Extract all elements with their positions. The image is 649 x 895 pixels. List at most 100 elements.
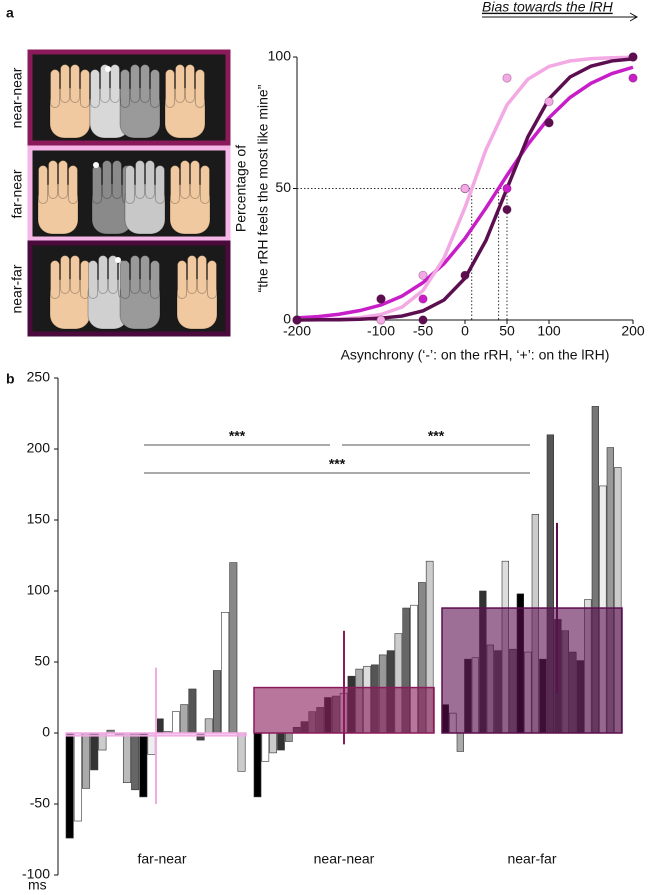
data-point: [418, 315, 428, 325]
x-tick-label: 200: [621, 323, 645, 339]
subject-bar: [65, 732, 74, 839]
hand-finger: [58, 160, 68, 199]
subject-bar: [188, 688, 197, 734]
y-tick-label: 250: [27, 369, 51, 385]
hand-finger: [92, 165, 102, 204]
annotation: Bias towards the lRH: [482, 0, 614, 15]
subject-bar: [237, 732, 246, 772]
hand-finger: [155, 165, 165, 204]
data-point: [628, 52, 638, 62]
y-tick-label: 50: [34, 653, 50, 669]
hand-finger: [50, 260, 60, 299]
hand-finger: [130, 255, 140, 294]
subject-bar: [456, 732, 464, 752]
hand-finger: [60, 255, 70, 294]
subject-bar: [172, 711, 181, 734]
hand-finger: [190, 160, 200, 199]
y-tick-label: 50: [275, 179, 291, 195]
y-unit: ms: [28, 877, 47, 893]
data-point: [628, 73, 638, 83]
hand-finger: [68, 165, 78, 204]
x-axis-label: Asynchrony (‘-’: on the rRH, ‘+’: on the…: [341, 347, 610, 363]
hand-finger: [185, 64, 195, 103]
significance-label: ***: [428, 428, 445, 444]
hand-finger: [70, 64, 80, 103]
y-tick-label: 0: [42, 724, 50, 740]
fixation-dot: [93, 162, 99, 168]
data-point: [544, 118, 554, 128]
hand-finger: [165, 69, 175, 108]
hand-palm: [169, 183, 211, 235]
category-label: near-near: [314, 851, 375, 867]
annotation-arrowhead: [629, 12, 639, 22]
hand-finger: [180, 160, 190, 199]
subject-bar: [180, 704, 189, 734]
hand-finger: [90, 69, 100, 108]
y-axis-label: “the rRH feels the most like mine”: [255, 84, 271, 292]
hand-finger: [187, 255, 197, 294]
data-point: [544, 97, 554, 107]
subject-bar: [277, 732, 285, 751]
hand-finger: [195, 69, 205, 108]
fixation-dot: [105, 66, 111, 72]
hand-finger: [175, 64, 185, 103]
hand-finger: [140, 64, 150, 103]
subject-bar: [82, 732, 91, 789]
hand-finger: [145, 160, 155, 199]
data-point: [418, 270, 428, 280]
data-point: [376, 315, 386, 325]
significance-label: ***: [229, 428, 246, 444]
x-tick-label: 100: [537, 323, 561, 339]
subject-bar: [221, 611, 230, 734]
data-point: [376, 294, 386, 304]
hand-finger: [177, 260, 187, 299]
category-label: far-near: [137, 851, 186, 867]
subject-bar: [122, 732, 131, 784]
hand-finger: [80, 69, 90, 108]
hand-finger: [60, 64, 70, 103]
subject-bar: [269, 732, 277, 754]
subject-bar: [229, 562, 238, 734]
subject-bar: [139, 732, 148, 798]
hand-finger: [135, 160, 145, 199]
y-tick-label: 100: [268, 48, 292, 64]
y-axis-label: Percentage of: [233, 145, 249, 232]
data-point: [502, 73, 512, 83]
x-tick-label: -50: [413, 323, 433, 339]
hand-finger: [110, 64, 120, 103]
hand-palm: [119, 278, 161, 330]
hand-finger: [150, 260, 160, 299]
hand-finger: [50, 69, 60, 108]
subject-bar: [155, 718, 164, 734]
photo: [27, 145, 231, 242]
y-tick-label: -100: [22, 866, 50, 882]
fit-curve: [296, 65, 634, 320]
panel-label: a: [6, 5, 14, 21]
subject-bar: [204, 718, 213, 734]
hand-finger: [140, 255, 150, 294]
data-point: [502, 204, 512, 215]
y-tick-label: -50: [30, 795, 50, 811]
photo: [27, 49, 231, 146]
hand-finger: [70, 255, 80, 294]
y-tick-label: 0: [283, 311, 291, 327]
hand-finger: [48, 160, 58, 199]
hand-finger: [120, 260, 130, 299]
y-tick-label: 200: [27, 440, 51, 456]
hand-palm: [164, 87, 206, 139]
hand-finger: [125, 165, 135, 204]
data-point: [292, 315, 302, 325]
hand-finger: [38, 165, 48, 204]
hand-finger: [120, 69, 130, 108]
hand-finger: [200, 165, 210, 204]
hand-finger: [98, 255, 108, 294]
hand-finger: [88, 260, 98, 299]
hand-finger: [100, 64, 110, 103]
subject-bar: [212, 670, 221, 734]
y-tick-label: 100: [27, 582, 51, 598]
panel-label: b: [6, 371, 15, 387]
hand-finger: [102, 160, 112, 199]
y-tick-label: 150: [27, 511, 51, 527]
photo-label: near-far: [9, 264, 25, 313]
